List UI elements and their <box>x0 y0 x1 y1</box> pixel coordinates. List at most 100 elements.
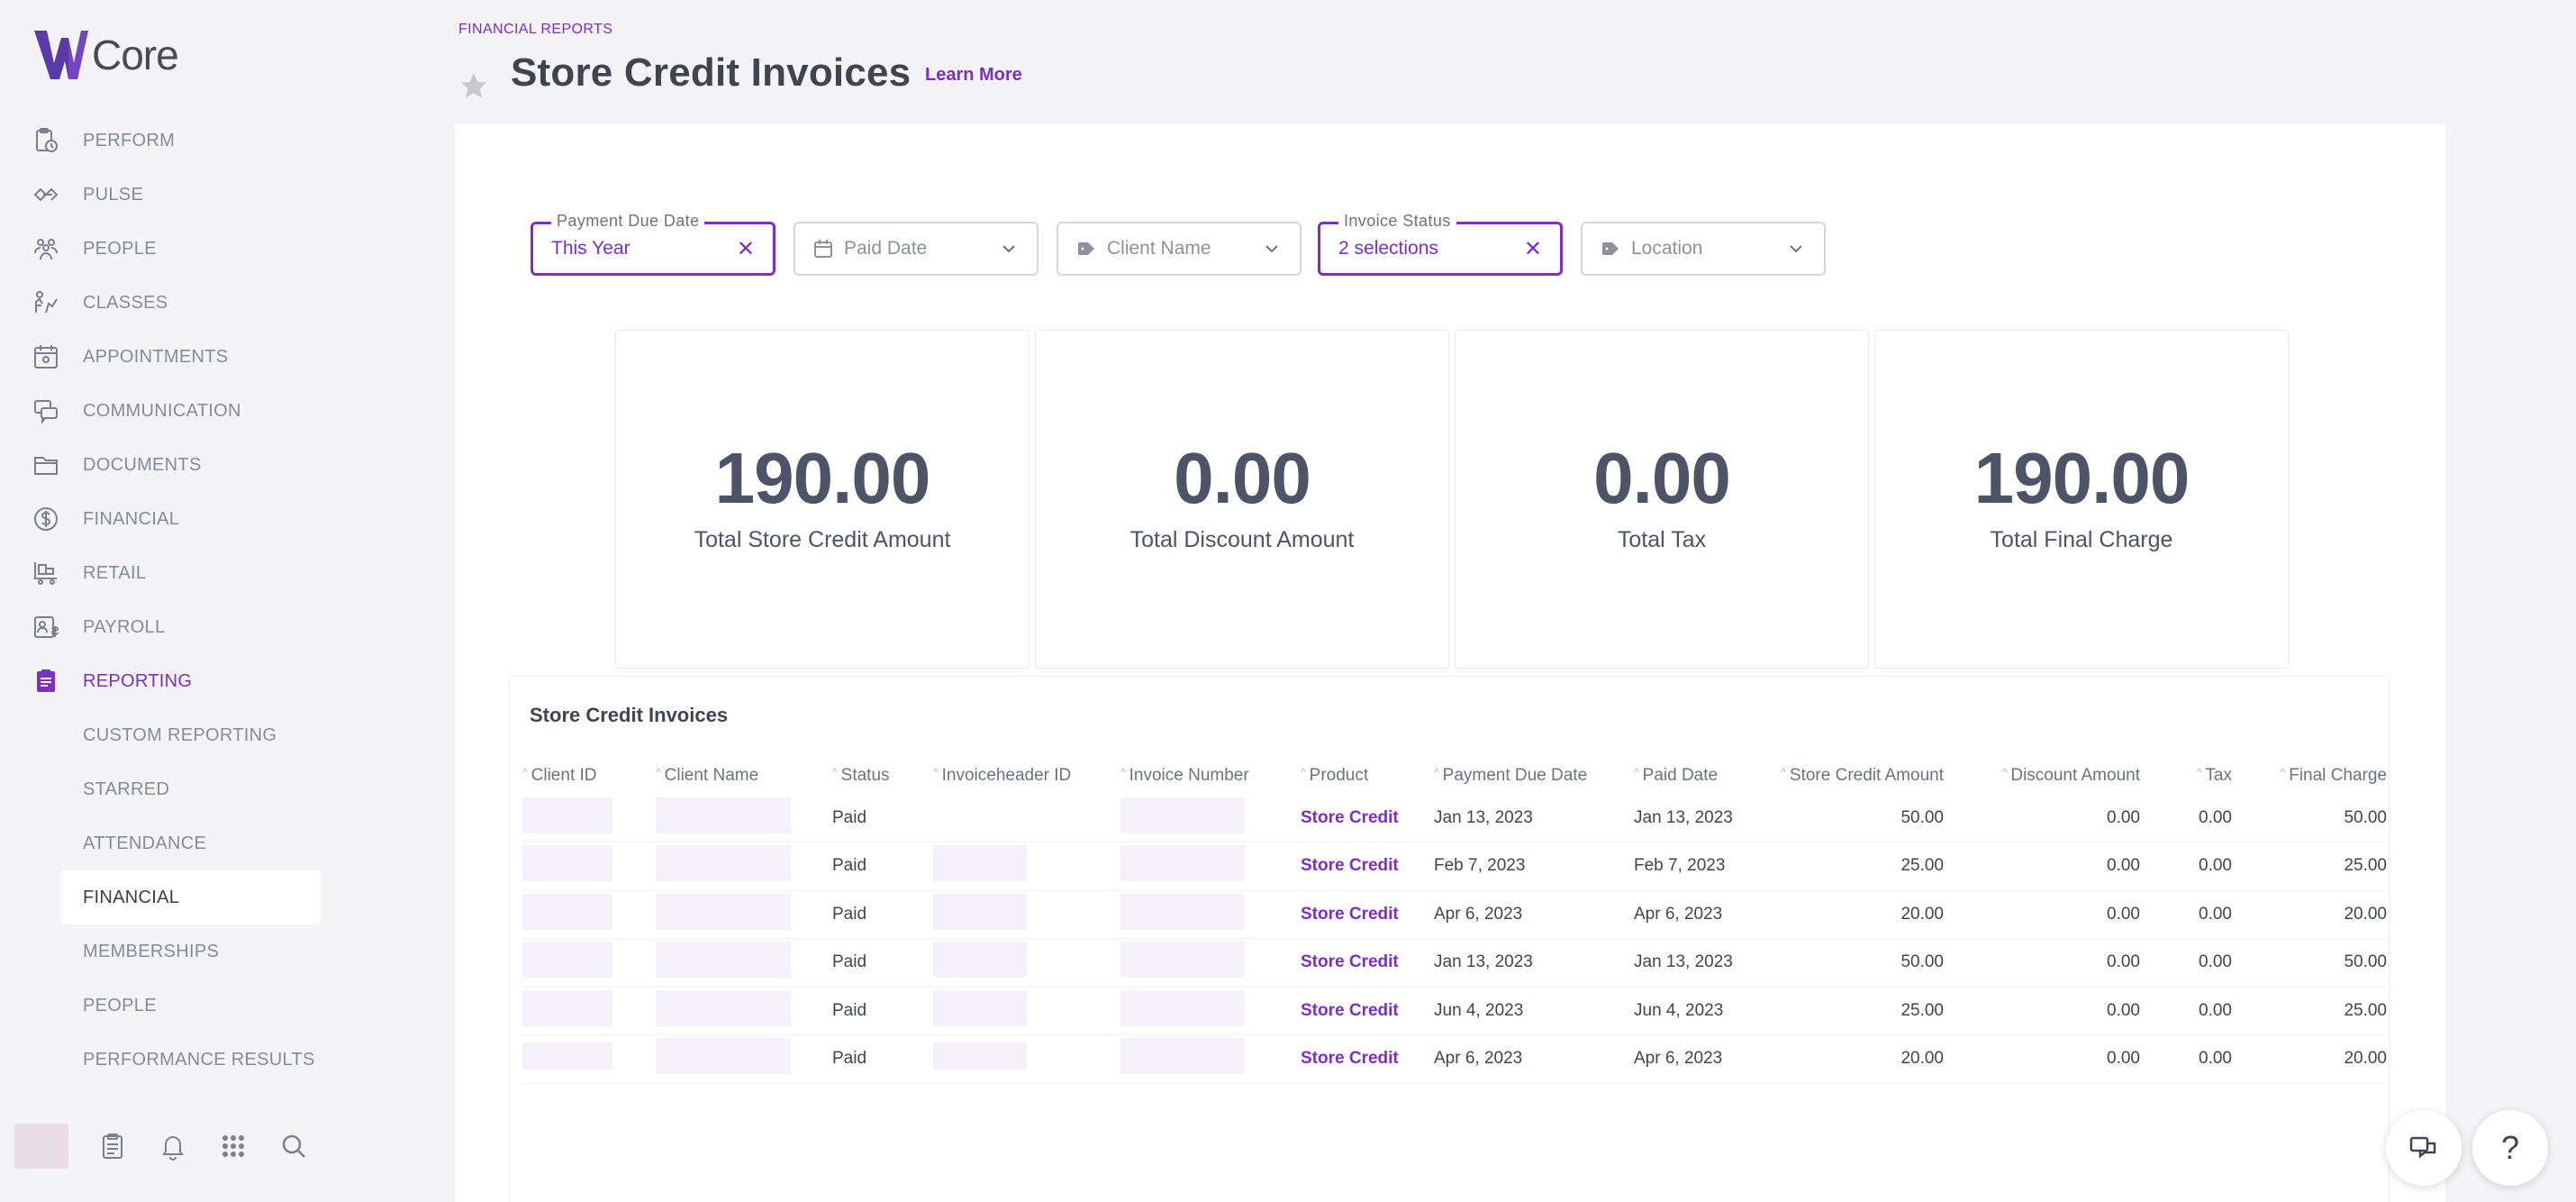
subnav-item-memberships[interactable]: MEMBERSHIPS <box>83 941 220 961</box>
star-icon[interactable] <box>458 70 489 101</box>
nav-item-reporting[interactable]: REPORTING <box>0 654 455 708</box>
client-name-cell <box>656 842 832 891</box>
column-header[interactable]: ^ Store Credit Amount <box>1781 766 1944 785</box>
tax-cell: 0.00 <box>2140 890 2232 939</box>
nav-item-perform[interactable]: PERFORM <box>0 114 455 168</box>
table-row[interactable]: Paid Store Credit Feb 7, 2023 Feb 7, 202… <box>522 842 2387 891</box>
subnav-item-financial[interactable]: FINANCIAL <box>61 870 321 924</box>
store-credit-amount-cell: 50.00 <box>1767 938 1944 988</box>
product-link[interactable]: Store Credit <box>1301 842 1434 891</box>
search-icon[interactable] <box>277 1130 310 1162</box>
product-link[interactable]: Store Credit <box>1301 890 1434 939</box>
breadcrumb[interactable]: FINANCIAL REPORTS <box>458 22 613 37</box>
stat-label: Total Discount Amount <box>1129 527 1355 552</box>
product-link[interactable]: Store Credit <box>1301 987 1434 1035</box>
client-id-cell <box>522 890 656 939</box>
nav-item-documents[interactable]: DOCUMENTS <box>0 438 455 492</box>
final-charge-cell: 50.00 <box>2232 794 2387 842</box>
column-header[interactable]: ^ Discount Amount <box>2001 766 2140 785</box>
table-row[interactable]: Paid Store Credit Apr 6, 2023 Apr 6, 202… <box>522 1034 2387 1084</box>
nav-item-pulse[interactable]: PULSE <box>0 168 455 222</box>
invoice-table-container: Store Credit Invoices ^ Client ID ^ Client… <box>509 676 2390 1202</box>
nav-item-communication[interactable]: COMMUNICATION <box>0 384 455 438</box>
chat-support-button[interactable] <box>2386 1110 2462 1186</box>
nav-item-retail[interactable]: RETAIL <box>0 546 455 600</box>
column-header[interactable]: ^ Client Name <box>656 766 759 785</box>
invoice-number-cell <box>1120 938 1301 988</box>
cart-icon <box>32 560 59 587</box>
payment-due-date-filter[interactable]: Payment Due Date This Year ✕ <box>531 212 776 276</box>
product-link[interactable]: Store Credit <box>1301 1034 1434 1084</box>
payment-due-date-cell: Jun 4, 2023 <box>1434 987 1634 1035</box>
subnav-item-custom-reporting[interactable]: CUSTOM REPORTING <box>83 724 277 745</box>
tag-icon <box>1078 242 1094 255</box>
nav-item-label: PEOPLE <box>83 238 157 259</box>
nav-item-label: COMMUNICATION <box>83 400 241 421</box>
payroll-icon <box>32 614 59 641</box>
payment-due-date-cell: Jan 13, 2023 <box>1434 938 1634 988</box>
subnav-item-attendance[interactable]: ATTENDANCE <box>83 833 207 853</box>
client-id-cell <box>522 794 656 842</box>
column-header[interactable]: ^ Product <box>1301 766 1369 785</box>
invoice-table: ^ Client ID ^ Client Name ^ Status ^ Invoice… <box>522 758 2387 1084</box>
subnav-item-people[interactable]: PEOPLE <box>83 995 157 1015</box>
column-header[interactable]: ^ Status <box>832 766 890 785</box>
column-header[interactable]: ^ Final Charge <box>2280 766 2387 785</box>
help-icon: ? <box>2500 1129 2520 1166</box>
dollar-icon <box>32 505 59 533</box>
status-cell: Paid <box>832 794 933 842</box>
table-row[interactable]: Paid Store Credit Jan 13, 2023 Jan 13, 2… <box>522 938 2387 988</box>
avatar[interactable] <box>14 1124 68 1169</box>
paid-date-cell: Feb 7, 2023 <box>1634 842 1767 891</box>
column-header[interactable]: ^ Invoiceheader ID <box>933 766 1072 785</box>
invoiceheader-id-cell <box>933 1034 1120 1084</box>
invoice-number-cell <box>1120 794 1301 842</box>
invoiceheader-id-cell <box>933 987 1120 1035</box>
logo[interactable]: Core <box>32 27 179 83</box>
column-header[interactable]: ^ Invoice Number <box>1120 766 1249 785</box>
client-name-filter[interactable]: Client Name <box>1057 222 1302 276</box>
nav-item-financial[interactable]: FINANCIAL <box>0 492 455 546</box>
discount-amount-cell: 0.00 <box>1944 938 2140 988</box>
nav-item-appointments[interactable]: APPOINTMENTS <box>0 330 455 384</box>
calendar-icon <box>814 240 832 258</box>
column-header[interactable]: ^ Tax <box>2196 766 2232 785</box>
subnav-item-performance-results[interactable]: PERFORMANCE RESULTS <box>83 1049 315 1070</box>
column-header[interactable]: ^ Payment Due Date <box>1434 766 1588 785</box>
help-button[interactable]: ? <box>2472 1110 2548 1186</box>
subnav-item-starred[interactable]: STARRED <box>83 779 170 799</box>
store-credit-amount-cell: 25.00 <box>1767 987 1944 1035</box>
paid-date-filter[interactable]: Paid Date <box>794 222 1039 276</box>
discount-amount-cell: 0.00 <box>1944 890 2140 939</box>
client-id-cell <box>522 1034 656 1084</box>
table-row[interactable]: Paid Store Credit Apr 6, 2023 Apr 6, 202… <box>522 890 2387 939</box>
column-header[interactable]: ^ Client ID <box>522 766 597 785</box>
nav-item-label: PULSE <box>83 184 144 205</box>
clipboard-icon[interactable] <box>96 1130 129 1162</box>
learn-more-link[interactable]: Learn More <box>925 65 1022 85</box>
chat-icon <box>2409 1136 2436 1159</box>
payment-due-date-cell: Feb 7, 2023 <box>1434 842 1634 891</box>
tax-cell: 0.00 <box>2140 987 2232 1035</box>
invoice-status-filter[interactable]: Invoice Status 2 selections ✕ <box>1318 212 1563 276</box>
clear-icon[interactable]: ✕ <box>1523 236 1542 261</box>
payment-due-date-cell: Jan 13, 2023 <box>1434 794 1634 842</box>
final-charge-cell: 25.00 <box>2232 842 2387 891</box>
classes-icon <box>32 289 59 316</box>
invoice-number-cell <box>1120 1034 1301 1084</box>
status-cell: Paid <box>832 938 933 988</box>
product-link[interactable]: Store Credit <box>1301 794 1434 842</box>
product-link[interactable]: Store Credit <box>1301 938 1434 988</box>
column-header[interactable]: ^ Paid Date <box>1634 766 1719 785</box>
nav-item-payroll[interactable]: PAYROLL <box>0 600 455 654</box>
nav-item-classes[interactable]: CLASSES <box>0 276 455 330</box>
bell-icon[interactable] <box>157 1130 189 1162</box>
table-row[interactable]: Paid Store Credit Jan 13, 2023 Jan 13, 2… <box>522 794 2387 842</box>
nav-item-people[interactable]: PEOPLE <box>0 222 455 276</box>
location-filter[interactable]: Location <box>1581 222 1826 276</box>
table-row[interactable]: Paid Store Credit Jun 4, 2023 Jun 4, 202… <box>522 987 2387 1035</box>
nav-item-label: PAYROLL <box>83 616 166 637</box>
apps-grid-icon[interactable] <box>217 1130 249 1162</box>
clear-icon[interactable]: ✕ <box>736 236 755 261</box>
sidebar: Core PERFORM PULSE PEOPLE CLASSES APPOIN… <box>0 0 455 1202</box>
